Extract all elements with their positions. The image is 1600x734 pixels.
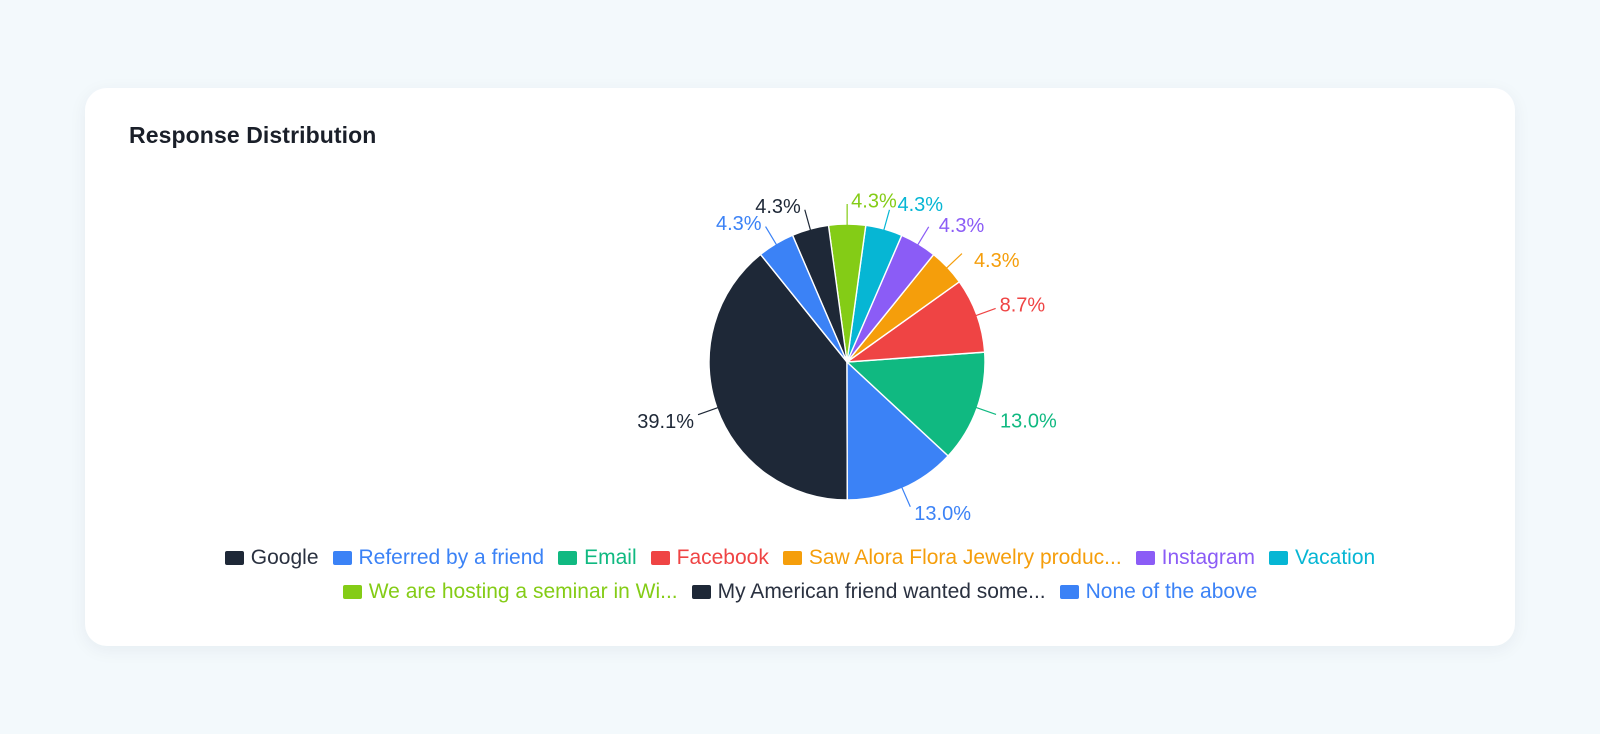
legend-swatch bbox=[224, 551, 244, 565]
legend-swatch bbox=[342, 585, 362, 599]
legend-item-facebook[interactable]: Facebook bbox=[650, 546, 769, 570]
chart-card: Response Distribution 39.1% 13.0% 13.0% 8.7… bbox=[85, 88, 1515, 646]
legend-label: None of the above bbox=[1085, 580, 1258, 603]
data-label-instagram: 4.3% bbox=[939, 215, 985, 237]
card-title: Response Distribution bbox=[129, 122, 377, 148]
legend-swatch bbox=[332, 551, 352, 565]
chart-legend: Google Referred by a friend Email Facebook S… bbox=[85, 544, 1515, 612]
data-label-none-of-the-above: 4.3% bbox=[716, 213, 762, 235]
legend-label: Google bbox=[250, 546, 319, 569]
data-label-facebook: 8.7% bbox=[1000, 295, 1046, 317]
legend-item-none-of-the-above[interactable]: None of the above bbox=[1059, 580, 1258, 604]
data-label-email: 13.0% bbox=[1000, 411, 1057, 433]
legend-swatch bbox=[782, 551, 802, 565]
legend-label: Instagram bbox=[1161, 546, 1256, 569]
leader-line-referred-by-a-friend bbox=[900, 486, 911, 508]
legend-row: Google Referred by a friend Email Facebook S… bbox=[85, 544, 1515, 572]
data-label-referred-by-a-friend: 13.0% bbox=[914, 503, 971, 525]
legend-item-email[interactable]: Email bbox=[558, 546, 637, 570]
data-label-vacation: 4.3% bbox=[897, 194, 943, 216]
leader-line-vacation bbox=[882, 209, 891, 232]
legend-label: Referred by a friend bbox=[358, 546, 545, 569]
leader-line-saw-alora-flora-jewelry-produc bbox=[945, 253, 963, 270]
data-label-saw-alora-flora-jewelry-produc: 4.3% bbox=[974, 250, 1020, 272]
legend-item-we-are-hosting-a-seminar-in-wi[interactable]: We are hosting a seminar in Wi... bbox=[342, 580, 678, 604]
pie-chart: 39.1%13.0%13.0%8.7%4.3%4.3%4.3%4.3%4.3%4… bbox=[637, 190, 1057, 525]
data-label-google: 39.1% bbox=[637, 411, 694, 433]
data-label-we-are-hosting-a-seminar-in-wi: 4.3% bbox=[851, 190, 897, 212]
leader-line-google bbox=[697, 406, 719, 416]
legend-label: Vacation bbox=[1295, 546, 1376, 569]
legend-swatch bbox=[1135, 551, 1155, 565]
legend-label: Email bbox=[584, 546, 637, 569]
legend-swatch bbox=[1059, 585, 1079, 599]
legend-label: Saw Alora Flora Jewelry produc... bbox=[808, 546, 1122, 569]
legend-label: We are hosting a seminar in Wi... bbox=[368, 580, 678, 603]
legend-item-vacation[interactable]: Vacation bbox=[1269, 546, 1375, 570]
leader-line-instagram bbox=[916, 226, 930, 246]
leader-line-email bbox=[975, 406, 997, 416]
legend-item-google[interactable]: Google bbox=[224, 546, 319, 570]
leader-line-my-american-friend-wanted-some bbox=[804, 209, 812, 232]
legend-label: My American friend wanted some... bbox=[717, 580, 1046, 603]
legend-item-instagram[interactable]: Instagram bbox=[1135, 546, 1256, 570]
legend-swatch bbox=[1269, 551, 1289, 565]
legend-swatch bbox=[691, 585, 711, 599]
legend-item-saw-alora-flora-jewelry-produc[interactable]: Saw Alora Flora Jewelry produc... bbox=[782, 546, 1122, 570]
leader-line-none-of-the-above bbox=[765, 226, 778, 246]
data-label-my-american-friend-wanted-some: 4.3% bbox=[755, 196, 801, 218]
legend-label: Facebook bbox=[676, 546, 769, 569]
legend-swatch bbox=[558, 551, 578, 565]
leader-line-facebook bbox=[974, 307, 996, 317]
legend-item-referred-by-a-friend[interactable]: Referred by a friend bbox=[332, 546, 545, 570]
legend-swatch bbox=[650, 551, 670, 565]
legend-item-my-american-friend-wanted-some[interactable]: My American friend wanted some... bbox=[691, 580, 1046, 604]
legend-row: We are hosting a seminar in Wi... My Amer… bbox=[85, 578, 1515, 606]
